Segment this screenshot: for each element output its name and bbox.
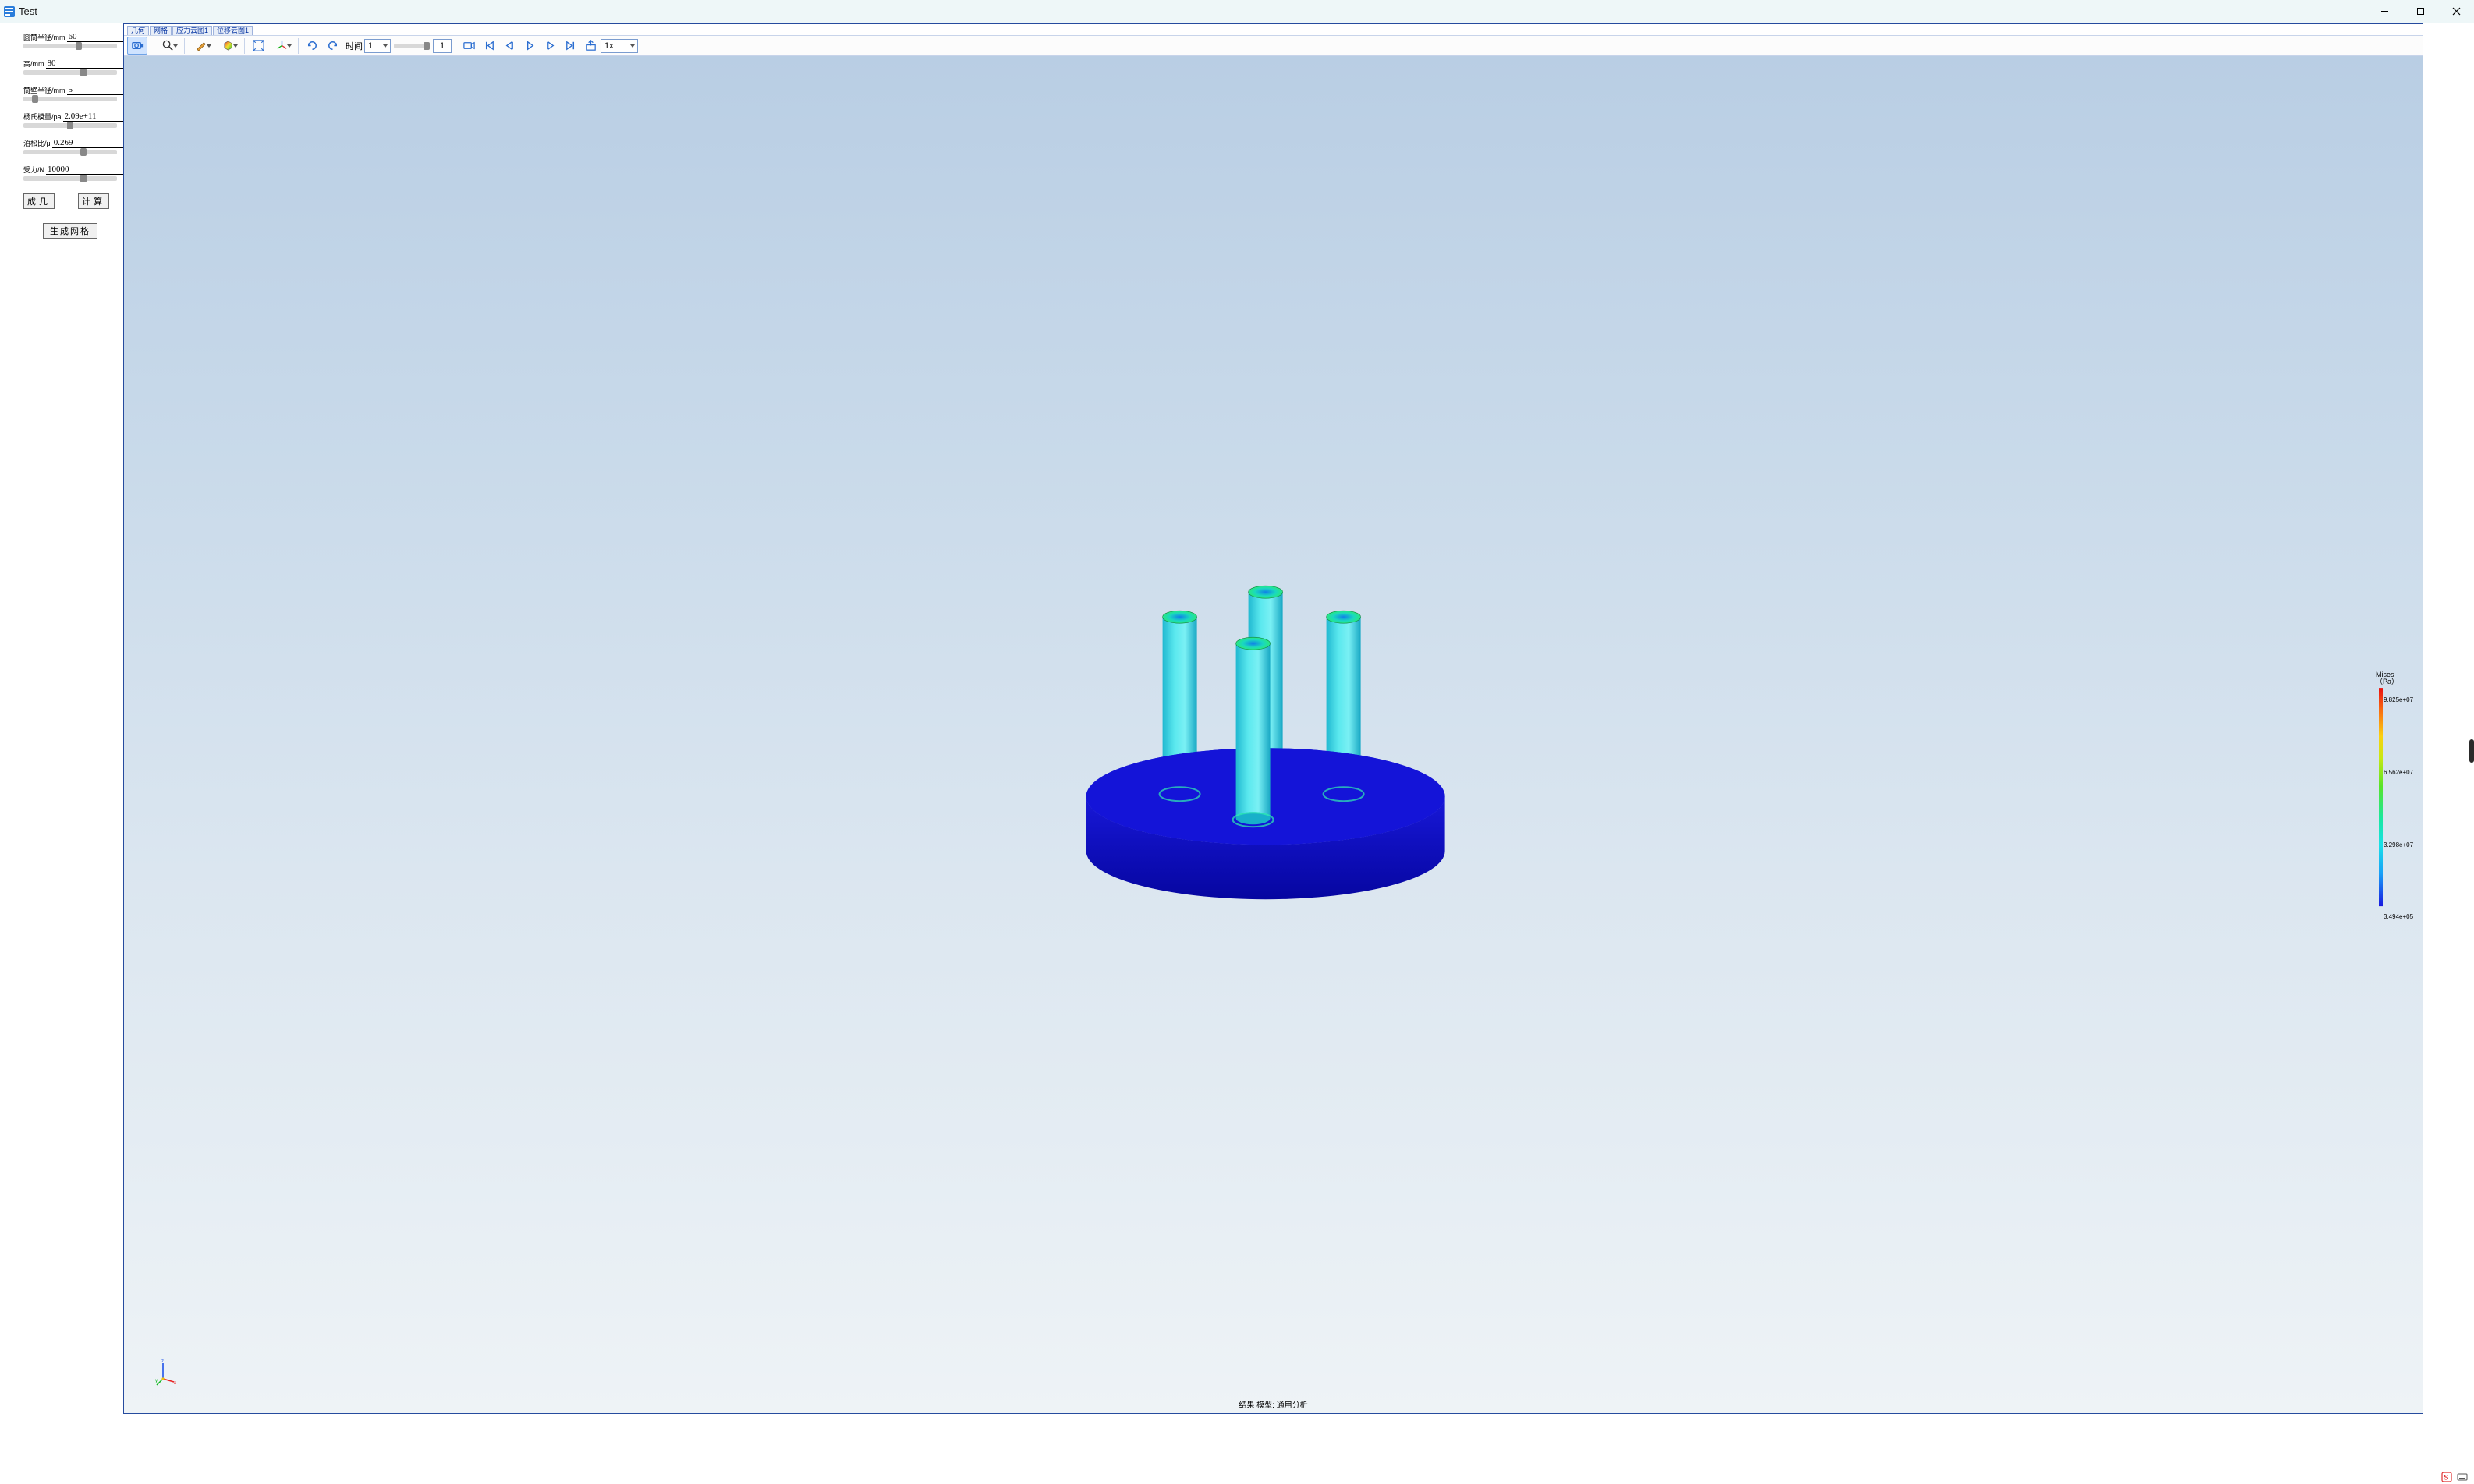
export-icon[interactable]	[580, 37, 601, 55]
param-height: 高/mm	[23, 58, 117, 75]
record-icon[interactable]	[459, 37, 479, 55]
timeline-slider[interactable]	[394, 44, 430, 48]
time-select[interactable]: 1	[364, 39, 391, 53]
tab-geometry[interactable]: 几何	[127, 26, 149, 35]
rotate-ccw-icon[interactable]	[322, 37, 342, 55]
play-icon[interactable]	[519, 37, 540, 55]
param-force-slider[interactable]	[23, 176, 117, 181]
fea-model	[1062, 562, 1468, 921]
param-youngs-modulus: 杨氏模量/pa	[23, 111, 117, 128]
legend-max: 9.825e+07	[2384, 696, 2413, 703]
parameter-panel: 圆筒半径/mm 高/mm 筒壁半径/mm 杨氏模量/pa	[23, 31, 117, 239]
svg-text:y: y	[155, 1379, 158, 1383]
svg-text:S: S	[2444, 1474, 2448, 1482]
param-radius: 圆筒半径/mm	[23, 31, 117, 48]
tab-mesh[interactable]: 网格	[150, 26, 172, 35]
svg-text:x: x	[174, 1381, 176, 1386]
frame-spinner[interactable]	[433, 39, 452, 53]
axis-icon[interactable]	[268, 37, 295, 55]
first-frame-icon[interactable]	[479, 37, 499, 55]
param-label: 筒壁半径/mm	[23, 85, 66, 95]
param-label: 杨氏模量/pa	[23, 112, 62, 122]
legend-title: Mises（Pa）	[2376, 671, 2398, 687]
zoom-icon[interactable]	[154, 37, 181, 55]
next-frame-icon[interactable]	[540, 37, 560, 55]
axis-triad-icon: z y x	[155, 1358, 179, 1387]
system-tray: S	[0, 1470, 2474, 1484]
param-label: 圆筒半径/mm	[23, 32, 66, 42]
tab-displacement[interactable]: 位移云图1	[213, 26, 253, 35]
generate-mesh-button[interactable]: 生成网格	[43, 223, 97, 239]
param-label: 受力/N	[23, 165, 44, 175]
param-label: 高/mm	[23, 58, 44, 69]
ime-icon[interactable]: S	[2441, 1472, 2452, 1482]
render-style-icon[interactable]	[214, 37, 241, 55]
viewport-caption: 结果 模型: 通用分析	[1239, 1398, 1307, 1410]
svg-text:z: z	[161, 1359, 164, 1364]
window-controls	[2366, 0, 2474, 23]
prev-frame-icon[interactable]	[499, 37, 519, 55]
time-label: 时间	[346, 40, 363, 52]
app-icon	[3, 5, 16, 18]
close-button[interactable]	[2438, 0, 2474, 23]
param-force: 受力/N	[23, 164, 117, 181]
generate-geometry-button[interactable]: 成几	[23, 193, 55, 209]
legend-mid2: 3.298e+07	[2384, 841, 2413, 848]
compute-button[interactable]: 计算	[78, 193, 109, 209]
title-bar: Test	[0, 0, 2474, 23]
main-area: 圆筒半径/mm 高/mm 筒壁半径/mm 杨氏模量/pa	[0, 23, 2474, 1484]
color-legend: Mises（Pa） 9.825e+07 6.562e+07 3.298e+07 …	[2379, 671, 2418, 907]
param-poisson: 泊松比/μ	[23, 137, 117, 154]
brush-icon[interactable]	[188, 37, 214, 55]
tab-stress[interactable]: 应力云图1	[172, 26, 212, 35]
viewport: 几何 网格 应力云图1 位移云图1	[123, 23, 2423, 1414]
legend-mid1: 6.562e+07	[2384, 769, 2413, 776]
window-title: Test	[19, 5, 37, 17]
legend-min: 3.494e+05	[2384, 913, 2413, 920]
speed-select[interactable]: 1x	[601, 39, 638, 53]
param-height-slider[interactable]	[23, 70, 117, 75]
param-wall-radius-slider[interactable]	[23, 97, 117, 101]
param-label: 泊松比/μ	[23, 138, 51, 148]
fit-view-icon[interactable]	[248, 37, 268, 55]
param-youngs-slider[interactable]	[23, 123, 117, 128]
scrollbar-thumb[interactable]	[2469, 739, 2474, 763]
keyboard-icon[interactable]	[2457, 1472, 2468, 1482]
viewport-tabs: 几何 网格 应力云图1 位移云图1	[124, 24, 2423, 35]
3d-canvas[interactable]: z y x 结果 模型: 通用分析 Mises（Pa） 9.825e+07 6.…	[124, 56, 2423, 1413]
camera-icon[interactable]	[127, 37, 147, 55]
param-wall-radius: 筒壁半径/mm	[23, 84, 117, 101]
param-radius-slider[interactable]	[23, 44, 117, 48]
minimize-button[interactable]	[2366, 0, 2402, 23]
legend-colorbar	[2379, 688, 2383, 906]
viewport-toolbar: 时间 1	[124, 35, 2423, 56]
last-frame-icon[interactable]	[560, 37, 580, 55]
rotate-cw-icon[interactable]	[302, 37, 322, 55]
param-poisson-slider[interactable]	[23, 150, 117, 154]
maximize-button[interactable]	[2402, 0, 2438, 23]
